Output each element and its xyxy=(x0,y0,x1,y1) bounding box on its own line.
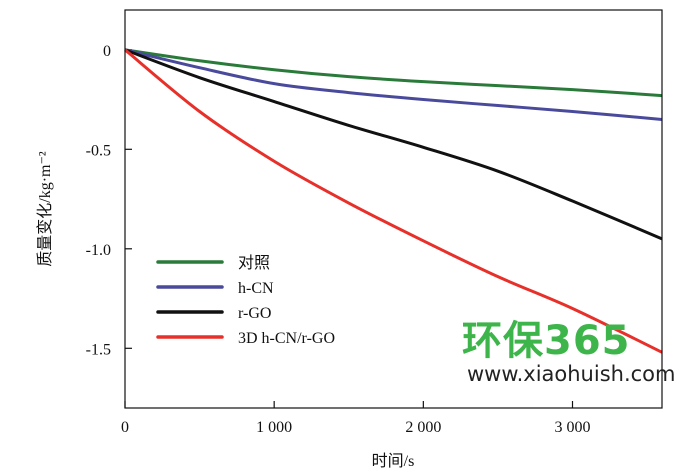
legend-label: 对照 xyxy=(238,254,270,272)
x-tick-label: 2 000 xyxy=(405,419,441,436)
legend-label: 3D h-CN/r-GO xyxy=(238,330,335,347)
series-line-r-GO xyxy=(124,48,663,241)
x-tick-label: 3 000 xyxy=(555,419,591,436)
plot-frame xyxy=(124,9,663,409)
y-tick-label: 0 xyxy=(103,43,111,60)
x-tick-label: 1 000 xyxy=(256,419,292,436)
y-tick-label: -1.5 xyxy=(86,341,111,358)
legend-label: h-CN xyxy=(238,280,274,297)
legend-label: r-GO xyxy=(238,305,271,322)
watermark: 环保365 www.xiaohuish.com xyxy=(462,320,675,386)
y-tick-label: -1.0 xyxy=(86,242,111,259)
watermark-url: www.xiaohuish.com xyxy=(467,362,676,386)
series-line-h-CN xyxy=(124,48,663,121)
x-axis-label: 时间/s xyxy=(372,452,415,470)
y-tick-label: -0.5 xyxy=(86,142,111,159)
y-axis-label: 质量变化/kg·m⁻² xyxy=(36,151,54,267)
x-tick-label: 0 xyxy=(121,419,129,436)
series-line-3D h-CN/r-GO xyxy=(124,48,663,354)
watermark-logo: 环保365 xyxy=(462,318,631,364)
series-line-对照 xyxy=(124,48,663,98)
